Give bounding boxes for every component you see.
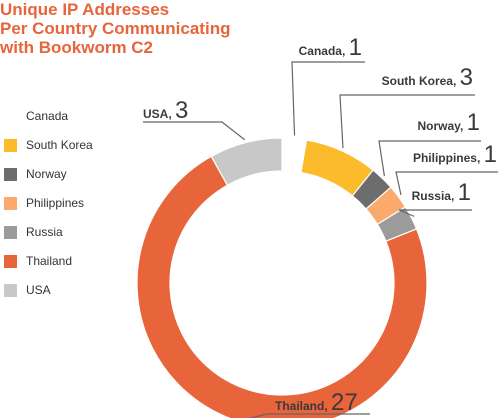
data-label-name: Thailand (275, 399, 324, 413)
legend-label: Canada (26, 109, 69, 123)
chart-title-line-3: with Bookworm C2 (0, 38, 154, 57)
data-label-south-korea: South Korea, 3 (382, 64, 473, 91)
chart-title-line-1: Unique IP Addresses (0, 0, 170, 19)
legend-swatch (4, 226, 17, 239)
legend-label: Russia (26, 225, 63, 239)
data-label-value: 1 (349, 34, 362, 61)
data-label-separator: , (168, 107, 175, 121)
data-label-value: 1 (484, 141, 497, 168)
leader-line-russia (398, 209, 472, 217)
chart-title-line-2: Per Country Communicating (0, 19, 231, 38)
chart-title: Unique IP Addresses Per Country Communic… (0, 0, 230, 57)
leader-line-south-korea (339, 94, 475, 149)
data-label-value: 3 (175, 97, 188, 124)
data-label-separator: , (342, 44, 349, 58)
leader-line-canada (291, 61, 365, 136)
data-label-thailand: Thailand, 27 (275, 389, 358, 416)
data-label-canada: Canada, 1 (299, 34, 362, 61)
leader-line-usa (143, 121, 246, 141)
legend-label: Norway (26, 167, 67, 181)
legend-label: South Korea (26, 138, 93, 152)
data-label-separator: , (453, 74, 460, 88)
data-label-value: 3 (460, 64, 473, 91)
data-label-name: Canada (299, 44, 343, 58)
legend-label: Philippines (26, 196, 85, 210)
legend-label: Thailand (26, 254, 73, 268)
legend-swatch (4, 168, 17, 181)
legend-swatch (4, 197, 17, 210)
data-label-separator: , (460, 119, 467, 133)
data-label-usa: USA, 3 (143, 97, 188, 124)
donut-slice-thailand (136, 155, 428, 418)
data-label-separator: , (477, 151, 484, 165)
data-label-name: South Korea (382, 74, 454, 88)
data-label-norway: Norway, 1 (418, 109, 481, 136)
leader-line-thailand (248, 413, 370, 418)
leader-line-norway (378, 140, 481, 177)
data-label-name: Russia (412, 189, 452, 203)
data-label-separator: , (451, 189, 458, 203)
legend-label: USA (26, 283, 51, 297)
data-label-value: 1 (458, 179, 471, 206)
data-label-philippines: Philippines, 1 (413, 141, 497, 168)
data-label-value: 1 (467, 109, 480, 136)
leader-line-philippines (395, 171, 498, 196)
data-label-separator: , (324, 399, 331, 413)
data-label-name: Norway (418, 119, 462, 133)
legend-swatch (4, 284, 17, 297)
data-label-name: Philippines (413, 151, 477, 165)
data-label-russia: Russia, 1 (412, 179, 471, 206)
donut-slice-usa (210, 137, 283, 187)
legend-swatch (4, 139, 17, 152)
legend-swatch (4, 110, 17, 123)
data-label-name: USA (143, 107, 169, 121)
data-label-value: 27 (331, 389, 358, 416)
legend-swatch (4, 255, 17, 268)
